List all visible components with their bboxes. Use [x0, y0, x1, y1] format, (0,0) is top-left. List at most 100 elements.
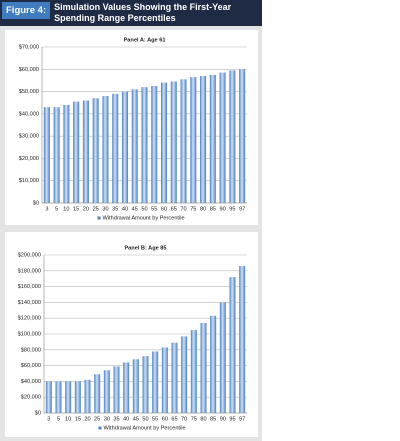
x-tick-label: 55	[151, 206, 157, 212]
bar	[142, 356, 149, 413]
bar	[239, 69, 246, 204]
x-tick-label: 15	[75, 416, 81, 422]
legend-swatch	[98, 426, 102, 430]
x-tick-label: 97	[239, 416, 245, 422]
x-tick-label: 40	[123, 416, 129, 422]
y-tick-label: $60,000	[21, 363, 41, 369]
x-tick-label: 3	[47, 416, 50, 422]
y-tick-label: $100,000	[18, 331, 41, 337]
x-tick-label: 50	[141, 206, 147, 212]
figure-header: Figure 4: Simulation Values Showing the …	[0, 0, 262, 26]
bar	[171, 342, 178, 413]
y-tick-label: $10,000	[19, 178, 39, 184]
x-tick-label: 95	[229, 206, 235, 212]
x-tick-label: 90	[219, 206, 225, 212]
legend-swatch	[97, 216, 101, 220]
x-tick-label: 85	[210, 206, 216, 212]
bar	[63, 104, 70, 203]
bar	[200, 75, 207, 203]
x-tick-label: 45	[132, 206, 138, 212]
bar	[141, 87, 148, 203]
bar	[92, 98, 99, 203]
x-tick-label: 15	[73, 206, 79, 212]
y-tick-label: $70,000	[19, 44, 39, 50]
bar	[152, 351, 159, 413]
y-tick-label: $30,000	[19, 134, 39, 140]
x-tick-label: 10	[63, 206, 69, 212]
x-tick-label: 95	[229, 416, 235, 422]
bar	[161, 347, 168, 413]
bar	[151, 86, 158, 203]
x-tick-label: 25	[93, 206, 99, 212]
bar	[102, 96, 109, 203]
x-tick-label: 5	[55, 206, 58, 212]
x-tick-label: 3	[45, 206, 48, 212]
x-tick-label: 5	[57, 416, 60, 422]
x-tick-label: 80	[200, 206, 206, 212]
y-tick-label: $200,000	[18, 252, 41, 258]
y-tick-label: $20,000	[21, 395, 41, 401]
figure-label: Figure 4:	[2, 2, 51, 19]
bar	[219, 72, 226, 203]
y-tick-label: $160,000	[18, 284, 41, 290]
x-tick-label: 25	[94, 416, 100, 422]
x-tick-label: 70	[180, 206, 186, 212]
bar	[113, 366, 120, 413]
bar	[53, 107, 60, 203]
bar	[74, 381, 81, 413]
bar	[73, 101, 80, 203]
bar	[103, 370, 110, 413]
bar	[180, 79, 187, 203]
bar	[131, 89, 138, 203]
x-tick-label: 65	[171, 416, 177, 422]
y-tick-label: $0	[35, 410, 41, 416]
bar	[123, 362, 130, 413]
bar	[82, 100, 89, 203]
y-tick-label: $120,000	[18, 316, 41, 322]
legend-label: Withdrawal Amount by Percentile	[103, 215, 185, 221]
bar	[229, 70, 236, 204]
bar	[55, 381, 62, 413]
bar	[209, 74, 216, 203]
y-tick-label: $60,000	[19, 67, 39, 73]
bar	[94, 374, 101, 413]
x-tick-label: 70	[181, 416, 187, 422]
bar	[170, 81, 177, 203]
bar	[190, 77, 197, 203]
x-tick-label: 85	[210, 416, 216, 422]
bar	[219, 302, 226, 413]
x-tick-label: 20	[83, 206, 89, 212]
bar	[190, 330, 197, 413]
x-tick-label: 80	[200, 416, 206, 422]
figure-title: Simulation Values Showing the First-Year…	[54, 2, 232, 23]
chart-title: Panel B: Age 85	[124, 245, 166, 251]
x-tick-label: 60	[161, 206, 167, 212]
x-tick-label: 60	[162, 416, 168, 422]
y-tick-label: $0	[33, 200, 39, 206]
bar	[121, 91, 129, 203]
x-tick-label: 40	[122, 206, 128, 212]
bar	[160, 82, 168, 203]
x-tick-label: 55	[152, 416, 158, 422]
bar	[65, 381, 72, 413]
bar	[43, 107, 50, 203]
bar	[84, 379, 91, 413]
x-tick-label: 35	[112, 206, 118, 212]
x-tick-label: 10	[65, 416, 71, 422]
x-tick-label: 30	[102, 206, 108, 212]
bar	[132, 359, 139, 413]
x-tick-label: 97	[239, 206, 245, 212]
bar	[210, 315, 217, 413]
y-tick-label: $40,000	[21, 379, 41, 385]
bar	[229, 277, 236, 413]
bar	[112, 93, 119, 203]
y-tick-label: $40,000	[19, 111, 39, 117]
y-tick-label: $80,000	[21, 347, 41, 353]
y-tick-label: $20,000	[19, 156, 39, 162]
x-tick-label: 50	[142, 416, 148, 422]
bar	[181, 336, 188, 413]
x-tick-label: 35	[113, 416, 119, 422]
x-tick-label: 20	[84, 416, 90, 422]
